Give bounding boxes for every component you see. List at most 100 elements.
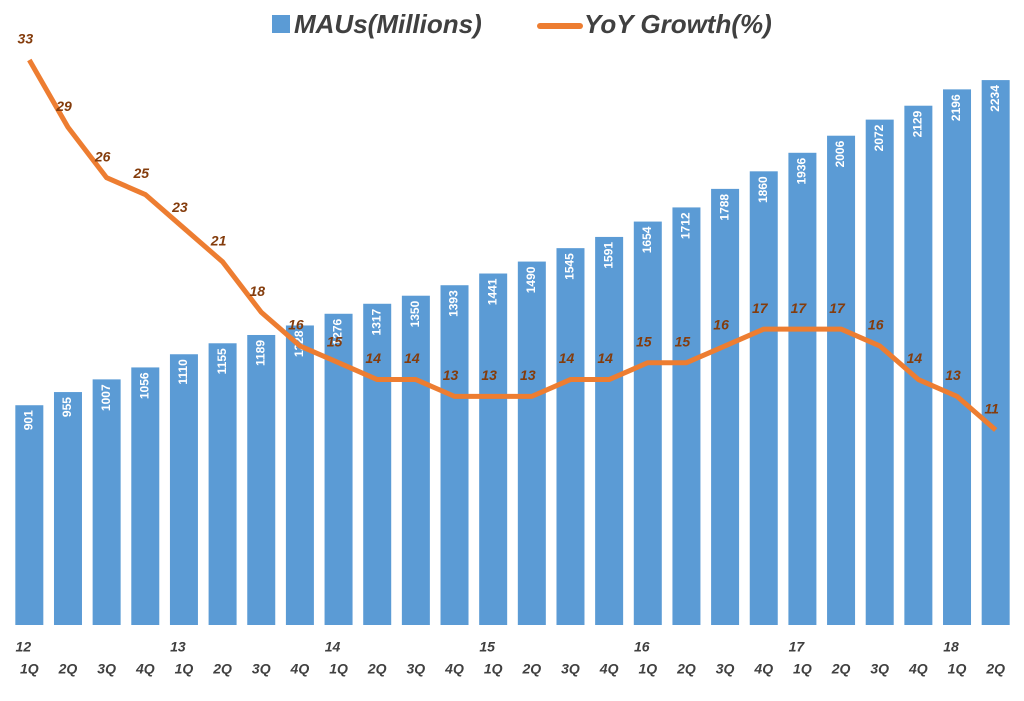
bar-value-label: 1317 <box>369 308 383 335</box>
bar <box>672 207 701 625</box>
bar-value-label: 1936 <box>795 157 809 184</box>
line-value-label: 14 <box>907 350 923 366</box>
x-tick-label: 3Q <box>252 661 271 677</box>
bar-value-label: 1393 <box>447 290 461 317</box>
x-tick-label: 3Q <box>870 661 889 677</box>
line-value-label: 17 <box>829 300 846 316</box>
x-group-label: 14 <box>325 639 341 655</box>
line-value-label: 26 <box>94 148 111 164</box>
bar-value-label: 1350 <box>408 300 422 327</box>
bar-value-label: 1110 <box>176 359 190 385</box>
line-value-label: 18 <box>249 283 265 299</box>
bar <box>285 325 314 625</box>
x-tick-label: 4Q <box>135 661 155 677</box>
bar-value-label: 1591 <box>601 242 615 269</box>
x-tick-label: 4Q <box>908 661 928 677</box>
x-group-label: 17 <box>789 639 806 655</box>
x-group-label: 13 <box>170 639 186 655</box>
bar-value-label: 1788 <box>717 194 731 221</box>
bar <box>595 236 624 626</box>
bar-value-label: 1155 <box>215 348 229 374</box>
x-group-label: 16 <box>634 639 650 655</box>
bar <box>92 379 121 625</box>
bar <box>556 248 585 625</box>
bar-value-label: 1545 <box>563 253 577 280</box>
bar-value-label: 2129 <box>911 110 925 137</box>
line-value-label: 13 <box>481 367 497 383</box>
x-group-label: 12 <box>16 639 32 655</box>
line-value-label: 14 <box>404 350 420 366</box>
x-tick-label: 3Q <box>97 661 116 677</box>
x-tick-label: 1Q <box>948 661 967 677</box>
x-tick-label: 4Q <box>290 661 310 677</box>
line-value-label: 25 <box>132 165 149 181</box>
bar <box>788 152 817 625</box>
bar-value-label: 2196 <box>949 94 963 121</box>
bar-value-label: 1007 <box>99 384 113 411</box>
bar <box>53 392 82 625</box>
x-tick-label: 2Q <box>831 661 851 677</box>
bar <box>363 303 392 625</box>
line-value-label: 16 <box>288 317 304 333</box>
bar-value-label: 2006 <box>833 140 847 167</box>
x-group-label: 18 <box>943 639 959 655</box>
bar-value-label: 1276 <box>331 318 345 345</box>
line-value-label: 23 <box>171 199 188 215</box>
bar <box>711 188 740 625</box>
x-tick-label: 4Q <box>599 661 619 677</box>
bar-value-label: 1860 <box>756 176 770 203</box>
bar <box>247 334 276 625</box>
bar-value-label: 2234 <box>988 85 1002 112</box>
line-value-label: 13 <box>945 367 961 383</box>
bar <box>131 367 160 625</box>
bar-value-label: 1654 <box>640 226 654 253</box>
x-tick-label: 1Q <box>484 661 503 677</box>
bar-value-label: 955 <box>60 397 74 417</box>
bar <box>904 105 933 626</box>
bar-value-label: 901 <box>21 410 35 430</box>
x-tick-label: 1Q <box>793 661 812 677</box>
bar <box>401 295 430 625</box>
line-value-label: 16 <box>713 317 729 333</box>
line-value-label: 13 <box>520 367 536 383</box>
legend-label: MAUs(Millions) <box>294 9 482 39</box>
line-value-label: 14 <box>597 350 613 366</box>
bar <box>517 261 546 625</box>
bar-value-label: 1490 <box>524 266 538 293</box>
legend-label: YoY Growth(%) <box>584 9 772 39</box>
x-tick-label: 1Q <box>329 661 348 677</box>
bar <box>479 273 508 625</box>
bar <box>440 285 469 625</box>
x-tick-label: 2Q <box>58 661 78 677</box>
bar-value-label: 1441 <box>485 278 499 305</box>
x-tick-label: 3Q <box>407 661 426 677</box>
x-tick-label: 4Q <box>444 661 464 677</box>
bar-value-label: 2072 <box>872 124 886 151</box>
line-value-label: 15 <box>636 333 652 349</box>
x-tick-label: 1Q <box>638 661 657 677</box>
line-value-label: 29 <box>55 98 72 114</box>
line-value-label: 16 <box>868 317 884 333</box>
line-value-label: 33 <box>18 31 34 47</box>
bar-value-label: 1056 <box>137 372 151 399</box>
line-value-label: 17 <box>752 300 769 316</box>
line-value-label: 17 <box>791 300 808 316</box>
line-value-label: 11 <box>984 401 999 417</box>
x-tick-label: 2Q <box>676 661 696 677</box>
bar-value-label: 1189 <box>253 340 267 366</box>
bar <box>943 89 972 626</box>
line <box>27 58 998 432</box>
line-value-label: 14 <box>365 350 381 366</box>
x-tick-label: 2Q <box>367 661 387 677</box>
line-value-label: 21 <box>210 233 227 249</box>
line-value-label: 14 <box>559 350 575 366</box>
bar <box>15 405 44 625</box>
x-tick-label: 3Q <box>716 661 735 677</box>
line-value-label: 15 <box>327 333 343 349</box>
x-tick-label: 1Q <box>20 661 39 677</box>
bar <box>208 343 237 625</box>
line-value-label: 13 <box>443 367 459 383</box>
bar-value-label: 1712 <box>679 212 693 239</box>
bar <box>749 171 778 626</box>
